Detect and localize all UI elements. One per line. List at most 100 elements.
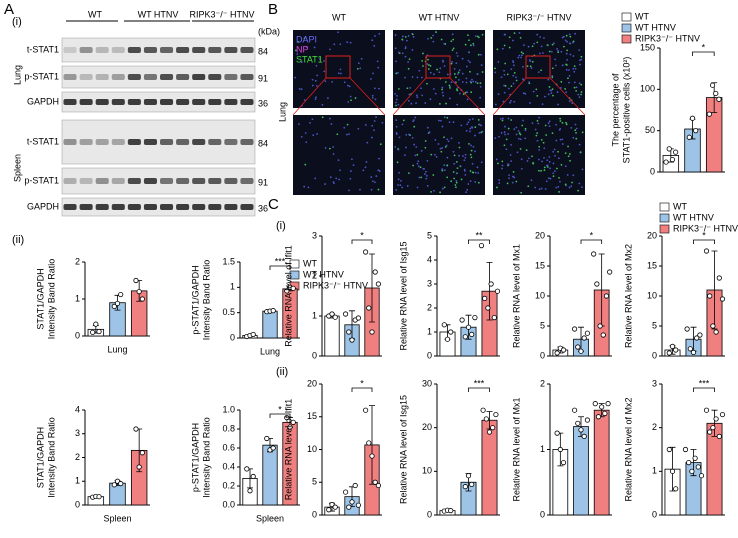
cell: [575, 127, 578, 130]
data-point: [581, 335, 587, 341]
cell: [433, 73, 435, 76]
data-point: [136, 464, 142, 470]
cell: [548, 50, 551, 53]
cell: [303, 99, 306, 101]
blot-band: [143, 47, 157, 53]
cell: [467, 183, 470, 185]
cell: [412, 164, 415, 167]
cell: [568, 42, 571, 45]
cell: [529, 65, 532, 68]
cell: [418, 176, 421, 179]
data-point: [250, 473, 256, 480]
cell: [395, 101, 397, 104]
cell: [494, 71, 497, 74]
data-point: [369, 453, 375, 459]
blot-band: [79, 139, 93, 145]
cell: [343, 81, 346, 84]
data-point: [139, 296, 145, 302]
cell: [430, 190, 433, 193]
blot-band: [79, 204, 93, 210]
significance-label: *: [702, 230, 706, 240]
cell: [429, 71, 432, 74]
y-tick-label: 15: [535, 260, 545, 270]
blot-tissue: Lung: [12, 65, 22, 85]
cell: [574, 32, 577, 35]
data-point: [694, 335, 700, 341]
cell: [339, 43, 342, 46]
y-tick-label: 1.5: [222, 256, 235, 266]
cell: [443, 186, 446, 189]
cell: [357, 127, 360, 130]
data-point: [111, 303, 117, 309]
cell: [456, 89, 459, 92]
y-tick-label: 3: [312, 230, 317, 240]
data-point: [713, 329, 719, 335]
cell: [518, 31, 521, 34]
cell: [560, 86, 562, 89]
cell: [432, 174, 435, 176]
data-point: [560, 347, 567, 353]
cell: [468, 39, 470, 42]
cell: [404, 46, 407, 48]
cell: [413, 125, 416, 128]
cell: [432, 88, 435, 90]
cell: [450, 81, 453, 84]
cell: [426, 174, 428, 177]
cell: [421, 59, 424, 62]
cell: [426, 185, 429, 187]
data-point: [139, 450, 145, 456]
cell: [545, 180, 548, 183]
cell: [474, 181, 477, 183]
data-point: [362, 407, 369, 413]
cell: [501, 167, 503, 170]
legend-swatch: [289, 270, 300, 280]
data-point: [290, 419, 296, 425]
y-tick-label: 0.2: [222, 480, 235, 490]
cell: [445, 102, 447, 105]
y-tick-label: 3: [427, 278, 432, 288]
blot-band: [79, 178, 93, 184]
cell: [411, 33, 414, 36]
blot-band: [224, 47, 238, 53]
cell: [549, 177, 552, 180]
legend-label: RIPK3⁻/⁻ HTNV: [673, 223, 738, 233]
blot-band: [111, 74, 125, 80]
cell: [508, 36, 511, 39]
bar: [262, 310, 278, 339]
cell: [465, 77, 468, 80]
data-point: [485, 305, 491, 311]
cell: [430, 153, 433, 156]
cell: [394, 34, 397, 36]
y-axis-label: Intensity Band Ratio: [46, 417, 56, 498]
cell: [406, 185, 409, 187]
data-point: [372, 269, 378, 275]
cell: [443, 116, 446, 119]
blot-band: [176, 47, 190, 53]
cell: [432, 40, 435, 43]
cell: [446, 156, 449, 159]
cell: [356, 67, 359, 70]
cell: [551, 132, 554, 135]
blot-protein: GAPDH: [27, 201, 59, 211]
blot-group: RIPK3⁻/⁻ HTNV: [189, 9, 254, 19]
cell: [468, 142, 470, 145]
y-tick-label: 100: [640, 84, 655, 94]
significance-label: *: [702, 42, 706, 52]
cell: [540, 69, 542, 72]
cell: [517, 137, 520, 140]
cell: [397, 178, 400, 181]
cell: [552, 162, 555, 165]
y-tick-label: 0: [540, 509, 545, 519]
blot-band: [240, 74, 254, 80]
cell: [395, 131, 398, 134]
cell: [469, 61, 471, 64]
cell: [480, 124, 483, 127]
panel-sub: (i): [12, 16, 22, 28]
cell: [304, 132, 307, 134]
blot-band: [176, 204, 190, 210]
cell: [494, 137, 497, 140]
cell: [412, 120, 414, 123]
cell: [550, 89, 553, 92]
cell: [560, 163, 563, 166]
